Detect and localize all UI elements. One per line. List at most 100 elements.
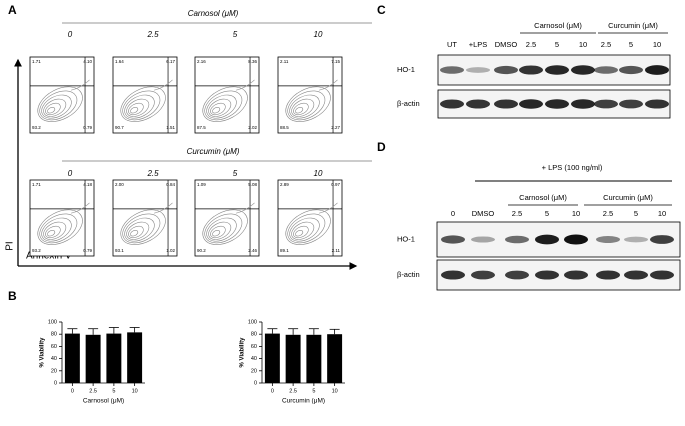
panel-label: D	[377, 140, 386, 154]
dose-label: 5	[233, 30, 238, 39]
quadrant-value: 93.1	[115, 248, 124, 253]
quadrant-value: 90.2	[197, 248, 206, 253]
contour	[128, 102, 144, 116]
contour	[126, 221, 150, 240]
quadrant-value: 2.11	[332, 248, 341, 253]
y-tick-label: 20	[251, 368, 257, 374]
lane-label: 2.5	[601, 40, 611, 49]
band	[619, 65, 643, 75]
quadrant-value: 1.71	[32, 59, 41, 64]
quadrant-value: 0.84	[166, 182, 175, 187]
quadrant-value: 90.7	[115, 125, 124, 130]
quadrant-value: 1.64	[115, 59, 124, 64]
quadrant-value: 4.10	[83, 59, 92, 64]
x-tick-label: 2.5	[89, 388, 97, 394]
x-tick-label: 2.5	[289, 388, 297, 394]
band	[650, 235, 674, 244]
contour	[39, 213, 78, 244]
x-axis-label: Curcumin (μM)	[282, 398, 325, 405]
contour	[293, 225, 309, 239]
y-axis-label: PI	[5, 241, 16, 250]
contour	[124, 217, 155, 242]
bar	[127, 332, 143, 383]
contour	[287, 90, 326, 121]
contour	[37, 209, 83, 245]
quadrant-value: 2.27	[331, 125, 340, 130]
quadrant-value: 88.5	[280, 125, 289, 130]
contour	[47, 107, 56, 114]
dose-label: 2.5	[146, 169, 159, 178]
lane-label: +LPS	[469, 40, 488, 49]
contour	[291, 221, 315, 240]
band	[535, 270, 559, 280]
dynamic-content: Carnosol (μM) 0 1.71 4.10 93.2 0.79 2.5 1.64 6.1…	[29, 9, 681, 405]
y-tick-label: 20	[51, 368, 57, 374]
band	[545, 99, 569, 109]
x-tick-label: 5	[112, 388, 115, 394]
contour	[212, 107, 221, 114]
band	[519, 65, 543, 75]
x-tick-label: 10	[332, 388, 338, 394]
quadrant-value: 0.79	[83, 248, 92, 253]
y-axis-label: % Viability	[240, 337, 246, 368]
x-axis-label: Carnosol (μM)	[83, 398, 124, 405]
band	[619, 99, 643, 109]
contour	[206, 94, 237, 119]
bar	[306, 334, 322, 383]
contour	[204, 90, 243, 121]
group-label: Carnosol (μM)	[534, 21, 582, 30]
band	[624, 270, 648, 280]
bar	[264, 333, 280, 383]
band	[505, 270, 529, 280]
lane-label: 5	[634, 209, 638, 218]
contour	[120, 86, 166, 122]
bar	[106, 333, 122, 383]
quadrant-value: 2.02	[248, 125, 257, 130]
contour	[208, 98, 232, 117]
contour	[47, 230, 56, 237]
contour	[120, 209, 166, 245]
treatment-label: + LPS (100 ng/ml)	[542, 163, 603, 172]
contour-tail	[236, 202, 255, 214]
band	[594, 66, 618, 74]
quadrant-value: 2.00	[115, 182, 124, 187]
quadrant-value: 1.51	[166, 125, 175, 130]
lane-label: 10	[653, 40, 661, 49]
x-tick-label: 10	[132, 388, 138, 394]
bar	[85, 334, 101, 383]
group-title: Carnosol (μM)	[188, 9, 239, 18]
band	[494, 99, 518, 109]
contour	[295, 230, 304, 237]
dose-label: 10	[314, 30, 323, 39]
y-axis-label: % Viability	[40, 337, 46, 368]
contour	[122, 90, 161, 121]
quadrant-value: 2.11	[280, 59, 289, 64]
contour	[212, 230, 221, 237]
band	[571, 99, 595, 109]
contour	[285, 209, 331, 245]
group-title: Curcumin (μM)	[187, 147, 240, 156]
contour-tail	[154, 79, 173, 91]
contour-tail	[71, 79, 90, 91]
contour	[45, 102, 61, 116]
band	[535, 234, 559, 245]
lane-label: 2.5	[603, 209, 613, 218]
band	[466, 99, 490, 109]
contour	[291, 98, 315, 117]
dose-label: 0	[68, 169, 73, 178]
band	[545, 65, 569, 75]
quadrant-value: 0.97	[331, 182, 340, 187]
band	[494, 65, 518, 75]
y-tick-label: 40	[251, 356, 257, 362]
band	[519, 99, 543, 109]
band	[650, 270, 674, 280]
lane-label: 10	[572, 209, 580, 218]
quadrant-value: 4.18	[83, 182, 92, 187]
x-tick-label: 5	[312, 388, 315, 394]
lane-label: UT	[447, 40, 457, 49]
y-tick-label: 0	[254, 380, 257, 386]
band	[645, 65, 669, 75]
lane-label: 10	[579, 40, 587, 49]
dose-label: 10	[314, 169, 323, 178]
